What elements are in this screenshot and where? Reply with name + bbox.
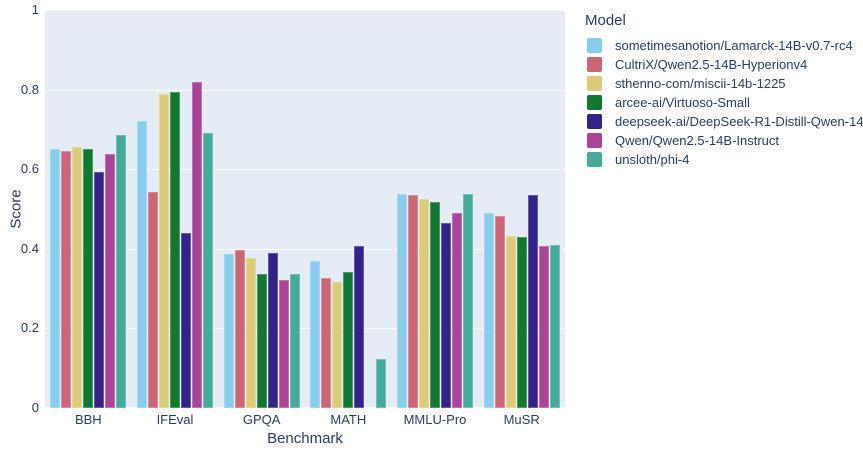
- bar-MATH-deepseek-ai/DeepSeek-R1-Distill-Qwen-14B[interactable]: [354, 245, 365, 408]
- legend-swatch-icon: [587, 152, 602, 167]
- bar-IFEval-Qwen/Qwen2.5-14B-Instruct[interactable]: [192, 82, 202, 408]
- y-tick-label-0.8: 0.8: [20, 81, 39, 97]
- bar-BBH-sometimesanotion/Lamarck-14B-v0.7-rc4[interactable]: [50, 149, 61, 408]
- bar-BBH-CultriX/Qwen2.5-14B-Hyperionv4[interactable]: [61, 150, 72, 408]
- bar-MuSR-sthenno-com/miscii-14b-1225[interactable]: [505, 235, 516, 408]
- bar-group-IFEval: [132, 10, 219, 408]
- bar-MMLU-Pro-CultriX/Qwen2.5-14B-Hyperionv4[interactable]: [408, 194, 419, 408]
- x-tick-label-BBH: BBH: [74, 412, 102, 427]
- legend-swatch-icon: [587, 95, 602, 110]
- gridline-y-1: [45, 10, 565, 11]
- legend-item-label: sometimesanotion/Lamarck-14B-v0.7-rc4: [615, 38, 853, 53]
- bar-MuSR-arcee-ai/Virtuoso-Small[interactable]: [516, 236, 527, 408]
- legend-item-label: CultriX/Qwen2.5-14B-Hyperionv4: [615, 57, 808, 72]
- legend-swatch-icon: [587, 133, 602, 148]
- bar-group-MuSR: [478, 10, 565, 408]
- bar-MATH-unsloth/phi-4[interactable]: [376, 358, 387, 408]
- bar-groups: [45, 10, 565, 408]
- bar-GPQA-sometimesanotion/Lamarck-14B-v0.7-rc4[interactable]: [223, 254, 234, 408]
- bar-GPQA-unsloth/phi-4[interactable]: [289, 273, 300, 408]
- bar-MMLU-Pro-deepseek-ai/DeepSeek-R1-Distill-Qwen-14B[interactable]: [441, 222, 452, 408]
- bar-BBH-sthenno-com/miscii-14b-1225[interactable]: [72, 146, 83, 408]
- bar-IFEval-sometimesanotion/Lamarck-14B-v0.7-rc4[interactable]: [137, 120, 147, 408]
- legend-item-label: deepseek-ai/DeepSeek-R1-Distill-Qwen-14B: [615, 114, 863, 129]
- bar-IFEval-deepseek-ai/DeepSeek-R1-Distill-Qwen-14B[interactable]: [181, 232, 191, 408]
- bar-BBH-Qwen/Qwen2.5-14B-Instruct[interactable]: [105, 153, 116, 408]
- legend-swatch-icon: [587, 76, 602, 91]
- bar-MATH-sthenno-com/miscii-14b-1225[interactable]: [332, 282, 343, 408]
- bar-MuSR-Qwen/Qwen2.5-14B-Instruct[interactable]: [538, 246, 549, 408]
- bar-GPQA-arcee-ai/Virtuoso-Small[interactable]: [256, 273, 267, 408]
- bar-IFEval-arcee-ai/Virtuoso-Small[interactable]: [170, 91, 180, 408]
- x-tick-label-MuSR: MuSR: [503, 412, 540, 427]
- bar-IFEval-CultriX/Qwen2.5-14B-Hyperionv4[interactable]: [148, 192, 158, 408]
- bar-BBH-unsloth/phi-4[interactable]: [116, 134, 127, 408]
- bar-group-GPQA: [218, 10, 305, 408]
- gridline-y-0: [45, 407, 565, 408]
- legend: Model sometimesanotion/Lamarck-14B-v0.7-…: [585, 12, 863, 169]
- bar-group-MATH: [305, 10, 392, 408]
- legend-item-arcee-ai/Virtuoso-Small[interactable]: arcee-ai/Virtuoso-Small: [585, 93, 863, 112]
- gridline-y-0.4: [45, 248, 565, 250]
- plot-area[interactable]: [45, 10, 565, 408]
- legend-item-sometimesanotion/Lamarck-14B-v0.7-rc4[interactable]: sometimesanotion/Lamarck-14B-v0.7-rc4: [585, 36, 863, 55]
- bar-MATH-arcee-ai/Virtuoso-Small[interactable]: [343, 271, 354, 408]
- bar-group-BBH: [45, 10, 132, 408]
- gridline-y-0.2: [45, 328, 565, 330]
- legend-item-sthenno-com/miscii-14b-1225[interactable]: sthenno-com/miscii-14b-1225: [585, 74, 863, 93]
- bar-MuSR-unsloth/phi-4[interactable]: [549, 244, 560, 408]
- gridline-y-0.6: [45, 169, 565, 171]
- bar-MMLU-Pro-sometimesanotion/Lamarck-14B-v0.7-rc4[interactable]: [397, 193, 408, 408]
- bar-IFEval-unsloth/phi-4[interactable]: [203, 133, 213, 408]
- bar-group-MMLU-Pro: [392, 10, 479, 408]
- y-tick-label-0: 0: [31, 400, 39, 415]
- legend-swatch-icon: [587, 57, 602, 72]
- legend-item-label: sthenno-com/miscii-14b-1225: [615, 76, 786, 91]
- y-tick-label-1: 1: [31, 2, 39, 17]
- x-tick-label-IFEval: IFEval: [156, 412, 194, 427]
- bar-MMLU-Pro-arcee-ai/Virtuoso-Small[interactable]: [430, 202, 441, 408]
- bar-GPQA-CultriX/Qwen2.5-14B-Hyperionv4[interactable]: [234, 250, 245, 408]
- legend-item-Qwen/Qwen2.5-14B-Instruct[interactable]: Qwen/Qwen2.5-14B-Instruct: [585, 131, 863, 150]
- bar-MMLU-Pro-unsloth/phi-4[interactable]: [463, 193, 474, 408]
- bar-MuSR-sometimesanotion/Lamarck-14B-v0.7-rc4[interactable]: [483, 213, 494, 408]
- bar-BBH-deepseek-ai/DeepSeek-R1-Distill-Qwen-14B[interactable]: [94, 172, 105, 408]
- bar-BBH-arcee-ai/Virtuoso-Small[interactable]: [83, 148, 94, 408]
- x-axis-title: Benchmark: [267, 430, 343, 447]
- legend-swatch-icon: [587, 38, 602, 53]
- legend-items: sometimesanotion/Lamarck-14B-v0.7-rc4 Cul…: [585, 36, 863, 169]
- bar-MMLU-Pro-Qwen/Qwen2.5-14B-Instruct[interactable]: [452, 213, 463, 408]
- legend-item-unsloth/phi-4[interactable]: unsloth/phi-4: [585, 150, 863, 169]
- legend-item-label: Qwen/Qwen2.5-14B-Instruct: [615, 133, 780, 148]
- x-tick-label-MATH: MATH: [330, 412, 367, 427]
- legend-item-label: arcee-ai/Virtuoso-Small: [615, 95, 750, 110]
- y-tick-label-0.2: 0.2: [20, 320, 39, 336]
- bar-GPQA-Qwen/Qwen2.5-14B-Instruct[interactable]: [278, 279, 289, 408]
- legend-item-label: unsloth/phi-4: [615, 152, 690, 167]
- y-tick-label-0.4: 0.4: [20, 240, 39, 256]
- bar-MATH-sometimesanotion/Lamarck-14B-v0.7-rc4[interactable]: [310, 261, 321, 408]
- bar-MuSR-deepseek-ai/DeepSeek-R1-Distill-Qwen-14B[interactable]: [527, 195, 538, 408]
- bar-MuSR-CultriX/Qwen2.5-14B-Hyperionv4[interactable]: [494, 215, 505, 408]
- bar-MATH-CultriX/Qwen2.5-14B-Hyperionv4[interactable]: [321, 277, 332, 408]
- bar-MMLU-Pro-sthenno-com/miscii-14b-1225[interactable]: [419, 198, 430, 408]
- gridline-y-0.8: [45, 89, 565, 91]
- x-tick-label-GPQA: GPQA: [242, 412, 281, 427]
- y-tick-label-0.6: 0.6: [20, 161, 39, 177]
- legend-item-deepseek-ai/DeepSeek-R1-Distill-Qwen-14B[interactable]: deepseek-ai/DeepSeek-R1-Distill-Qwen-14B: [585, 112, 863, 131]
- legend-swatch-icon: [587, 114, 602, 129]
- legend-title: Model: [585, 12, 626, 29]
- x-tick-label-MMLU-Pro: MMLU-Pro: [403, 412, 467, 427]
- bar-GPQA-deepseek-ai/DeepSeek-R1-Distill-Qwen-14B[interactable]: [267, 253, 278, 408]
- legend-item-CultriX/Qwen2.5-14B-Hyperionv4[interactable]: CultriX/Qwen2.5-14B-Hyperionv4: [585, 55, 863, 74]
- bar-IFEval-sthenno-com/miscii-14b-1225[interactable]: [159, 93, 169, 408]
- y-axis-title: Score: [7, 189, 25, 229]
- bar-GPQA-sthenno-com/miscii-14b-1225[interactable]: [245, 258, 256, 408]
